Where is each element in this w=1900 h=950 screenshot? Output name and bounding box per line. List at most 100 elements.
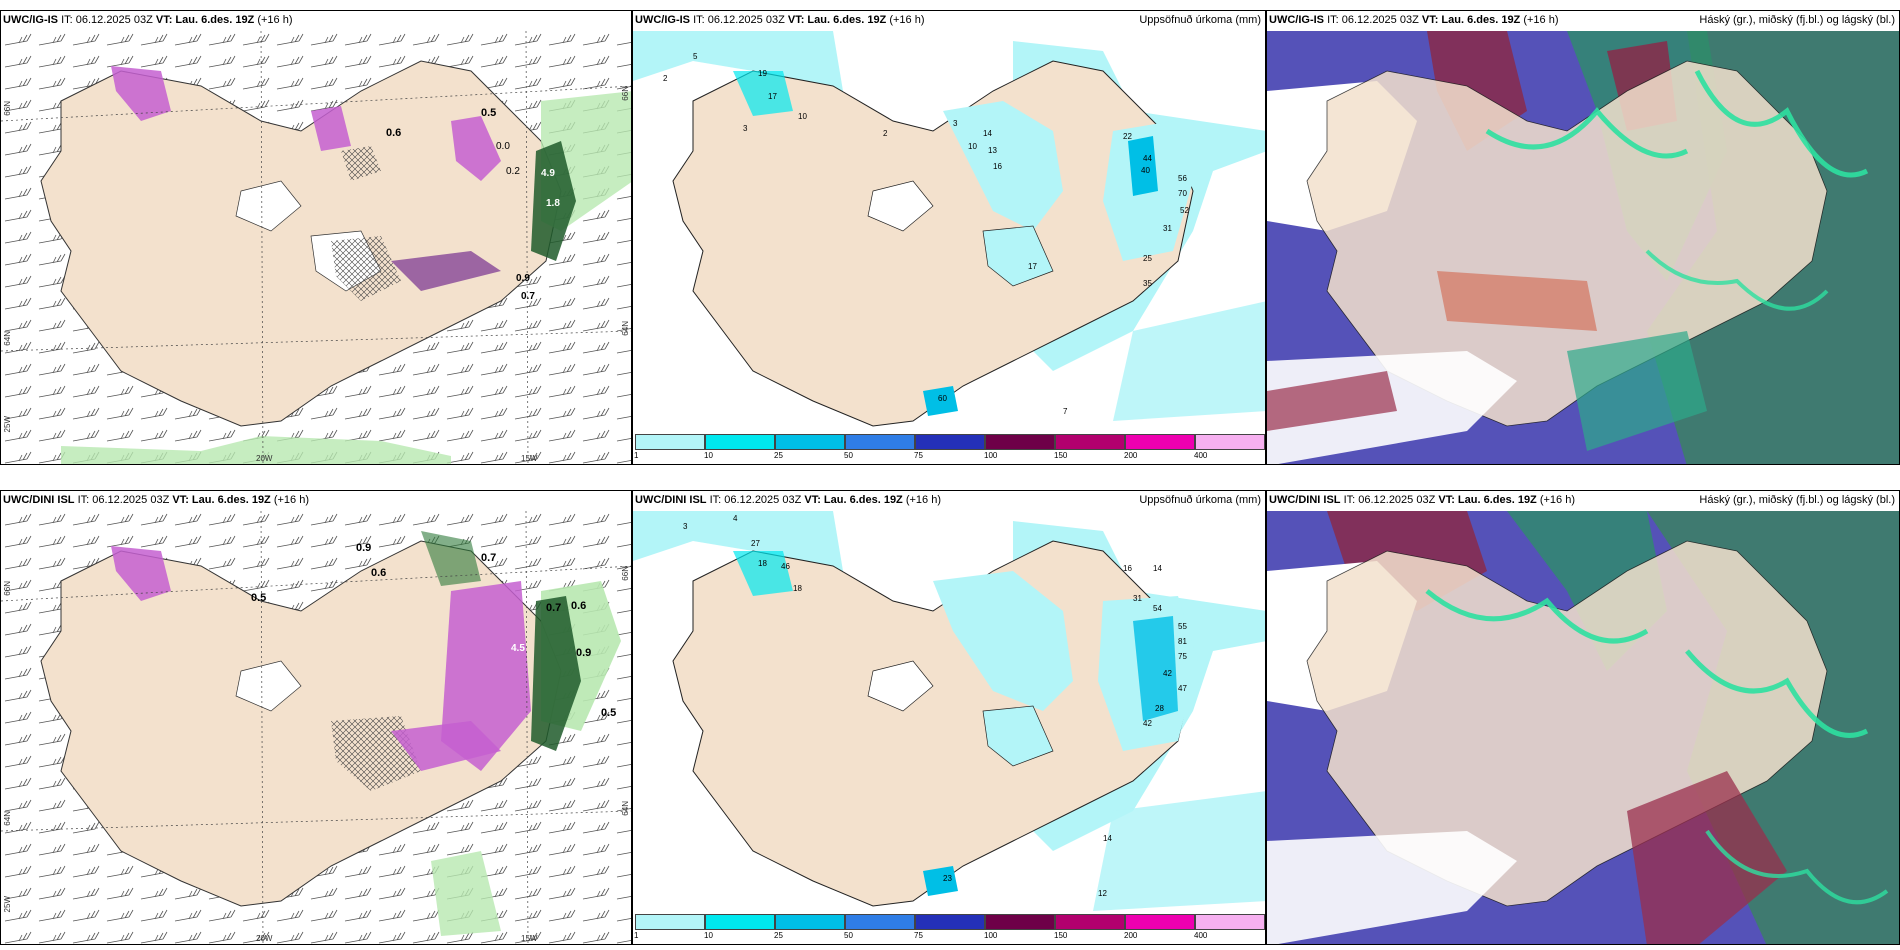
lon-label: 15W	[521, 454, 538, 463]
wind-precip-map: 0.9 0.6 0.7 0.5 0.7 0.6 4.5 0.9 0.5	[1, 511, 631, 944]
colorbar-segment	[635, 434, 705, 450]
lat-label: 66N	[3, 581, 12, 596]
panel-title: UWC/DINI ISL IT: 06.12.2025 03Z VT: Lau.…	[1269, 494, 1576, 506]
shower-label: 0.7	[546, 602, 561, 614]
shower-label: 0.7	[521, 291, 535, 302]
precip-value: 60	[938, 394, 947, 403]
colorbar-segment	[1125, 914, 1195, 930]
panel-title: UWC/IG-IS IT: 06.12.2025 03Z VT: Lau. 6.…	[1269, 14, 1559, 26]
panel-bottom-middle: UWC/DINI ISL IT: 06.12.2025 03Z VT: Lau.…	[632, 490, 1266, 945]
precip-value: 3	[743, 124, 748, 133]
shower-label: 0.9	[576, 647, 591, 659]
panel-top-middle: UWC/IG-IS IT: 06.12.2025 03Z VT: Lau. 6.…	[632, 10, 1266, 465]
colorbar-segment	[1195, 434, 1265, 450]
colorbar-segment	[705, 434, 775, 450]
colorbar-label: 25	[774, 931, 783, 940]
precip-value: 10	[968, 142, 977, 151]
colorbar-label: 100	[984, 451, 998, 460]
precip-value: 42	[1143, 719, 1152, 728]
shower-label: 0.5	[601, 707, 616, 719]
lat-label: 66N	[621, 566, 630, 581]
shower-label: 0.5	[251, 592, 266, 604]
colorbar-label: 400	[1194, 931, 1208, 940]
colorbar-label: 1	[634, 451, 639, 460]
colorbar-label: 150	[1054, 931, 1068, 940]
precip-value: 17	[768, 92, 777, 101]
precip-value: 3	[953, 119, 958, 128]
colorbar-segment	[845, 914, 915, 930]
colorbar-segment	[1125, 434, 1195, 450]
lon-label: 20W	[256, 454, 273, 463]
colorbar-segment	[915, 434, 985, 450]
cloud-cover-map	[1267, 511, 1899, 944]
panel-title: UWC/DINI ISL IT: 06.12.2025 03Z VT: Lau.…	[3, 494, 310, 506]
lat-label: 64N	[3, 811, 12, 826]
colorbar-label: 400	[1194, 451, 1208, 460]
precip-value: 4	[733, 514, 738, 523]
precip-value: 18	[793, 584, 802, 593]
shower-label: 0.9	[516, 273, 530, 284]
precip-colorbar	[635, 914, 1265, 930]
precip-value: 22	[1123, 132, 1132, 141]
shower-label: 0.7	[481, 552, 496, 564]
precip-value: 7	[1063, 407, 1068, 416]
panel-bottom-right: UWC/DINI ISL IT: 06.12.2025 03Z VT: Lau.…	[1266, 490, 1900, 945]
precip-value: 70	[1178, 189, 1187, 198]
shower-label: 0.6	[386, 127, 401, 139]
shower-label: 0.6	[571, 600, 586, 612]
colorbar-segment	[985, 434, 1055, 450]
colorbar-segment	[1195, 914, 1265, 930]
lat-label: 66N	[621, 86, 630, 101]
colorbar-label: 10	[704, 931, 713, 940]
precip-value: 25	[1143, 254, 1152, 263]
colorbar-segment	[915, 914, 985, 930]
colorbar-segment	[845, 434, 915, 450]
shower-label: 0.0	[496, 141, 510, 152]
precip-value: 16	[993, 162, 1002, 171]
precip-value: 31	[1163, 224, 1172, 233]
precip-value: 19	[758, 69, 767, 78]
panel-title: UWC/IG-IS IT: 06.12.2025 03Z VT: Lau. 6.…	[635, 14, 925, 26]
lon-label: 25W	[3, 416, 12, 433]
precip-value: 75	[1178, 652, 1187, 661]
shower-label: 0.6	[371, 567, 386, 579]
precip-value: 42	[1163, 669, 1172, 678]
precip-value: 31	[1133, 594, 1142, 603]
precip-colorbar	[635, 434, 1265, 450]
lat-label: 66N	[3, 101, 12, 116]
panel-title: UWC/DINI ISL IT: 06.12.2025 03Z VT: Lau.…	[635, 494, 942, 506]
accumulated-precip-map: 5 2 19 17 3 10 2 3 14 10 13 16 22 44 40 …	[633, 31, 1265, 427]
precip-value: 52	[1180, 206, 1189, 215]
precip-value: 28	[1155, 704, 1164, 713]
lon-label: 15W	[521, 934, 538, 943]
colorbar-label: 100	[984, 931, 998, 940]
lat-label: 64N	[621, 321, 630, 336]
colorbar-label: 75	[914, 931, 923, 940]
lat-label: 64N	[3, 331, 12, 346]
colorbar-segment	[775, 434, 845, 450]
colorbar-segment	[1055, 434, 1125, 450]
precip-value: 40	[1141, 166, 1150, 175]
precip-value: 44	[1143, 154, 1152, 163]
precip-value: 17	[1028, 262, 1037, 271]
colorbar-label: 25	[774, 451, 783, 460]
precip-value: 12	[1098, 889, 1107, 898]
shower-label: 4.5	[511, 643, 525, 654]
panel-subtitle: Uppsöfnuð úrkoma (mm)	[1139, 494, 1261, 506]
shower-label: 0.9	[356, 542, 371, 554]
colorbar-label: 200	[1124, 931, 1138, 940]
accumulated-precip-map: 3 4 27 18 46 18 16 14 31 54 55 81 75 42 …	[633, 511, 1265, 911]
panel-subtitle: Háský (gr.), miðský (fj.bl.) og lágský (…	[1699, 494, 1895, 506]
precip-value: 3	[683, 522, 688, 531]
shower-label: 1.8	[546, 198, 560, 209]
panel-top-left: UWC/IG-IS IT: 06.12.2025 03Z VT: Lau. 6.…	[0, 10, 632, 465]
colorbar-segment	[1055, 914, 1125, 930]
precip-value: 2	[883, 129, 888, 138]
colorbar-label: 1	[634, 931, 639, 940]
colorbar-segment	[775, 914, 845, 930]
precip-value: 14	[983, 129, 992, 138]
precip-value: 10	[798, 112, 807, 121]
precip-value: 16	[1123, 564, 1132, 573]
panel-subtitle: Háský (gr.), miðský (fj.bl.) og lágský (…	[1699, 14, 1895, 26]
precip-value: 14	[1103, 834, 1112, 843]
